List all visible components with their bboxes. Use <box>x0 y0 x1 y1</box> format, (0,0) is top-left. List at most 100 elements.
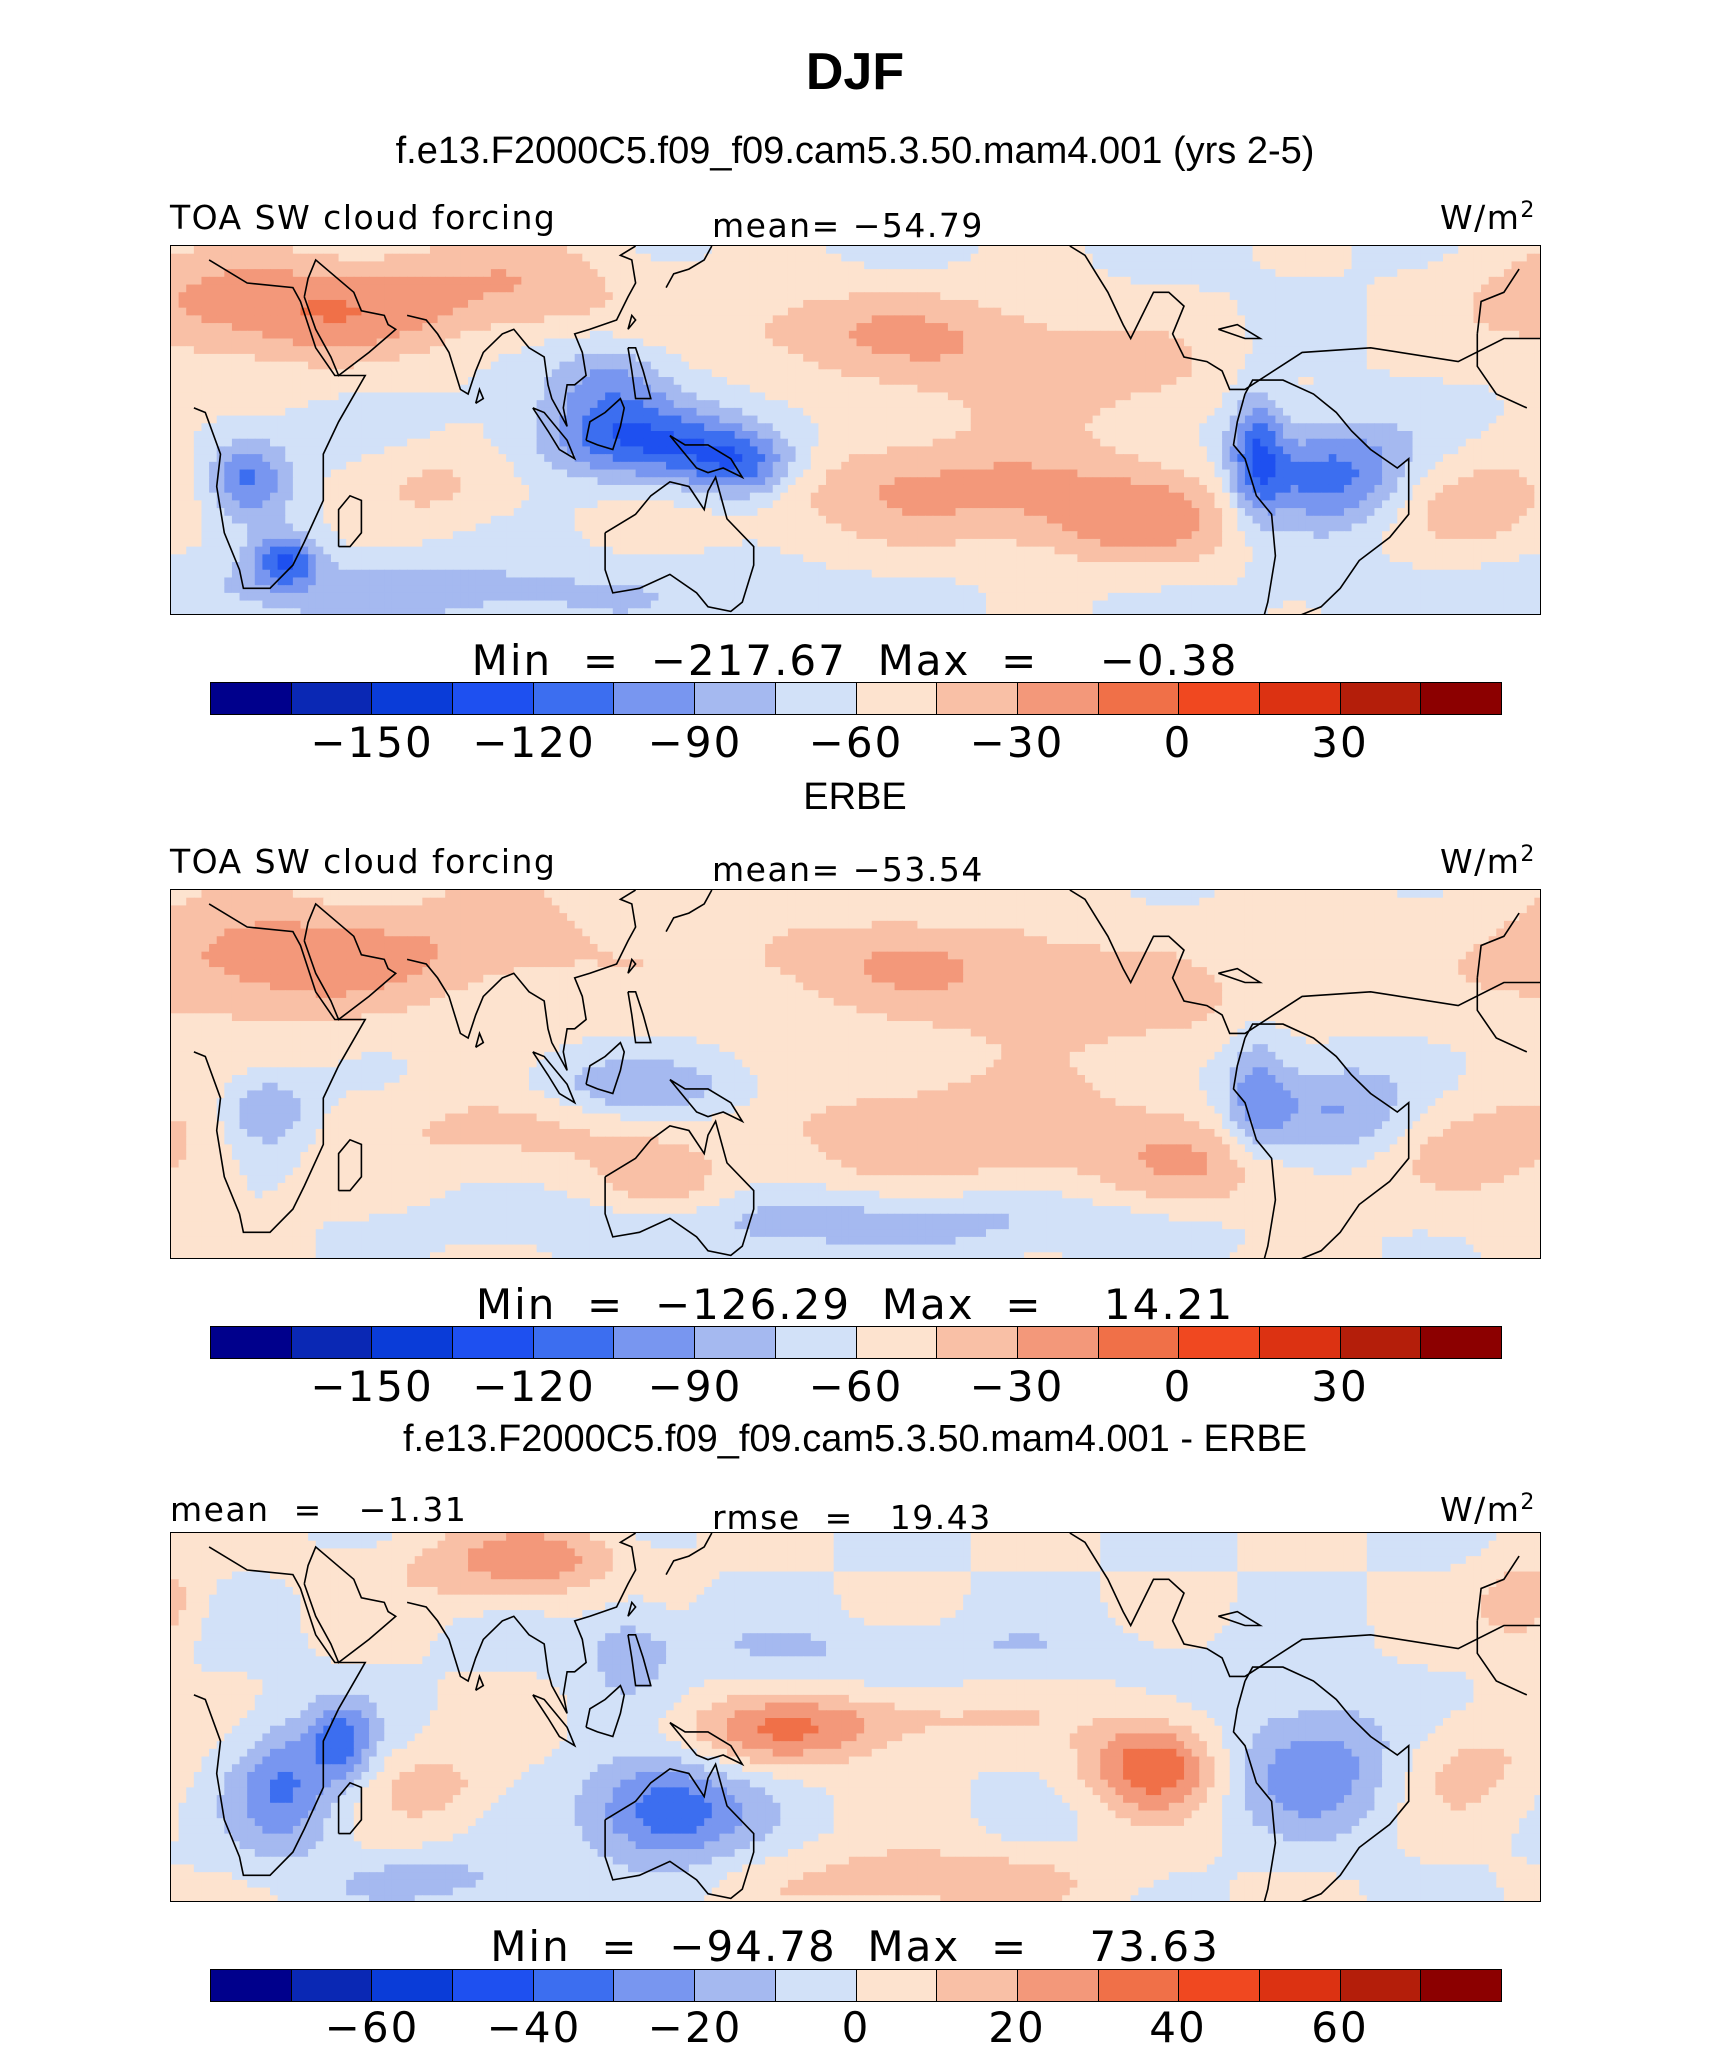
units-superscript: 2 <box>1520 1490 1536 1515</box>
coastline-africa <box>1476 977 1528 1053</box>
colorbar-swatch <box>1179 1970 1260 2001</box>
coastline-borneo <box>585 1684 626 1738</box>
coastline-africa <box>1476 333 1528 409</box>
coastline-madagascar <box>337 494 363 548</box>
colorbar-swatch <box>614 1970 696 2001</box>
coastline-samerica <box>1244 1666 1410 1901</box>
colorbar-swatch <box>695 1327 776 1358</box>
colorbar-tick-label: −30 <box>970 1362 1065 1411</box>
colorbar <box>210 682 1502 715</box>
coastline-srilanka <box>474 386 485 404</box>
colorbar <box>210 1326 1502 1359</box>
colorbar-swatch <box>856 1970 938 2001</box>
colorbar-swatch <box>1421 683 1501 714</box>
colorbar-swatch <box>533 683 615 714</box>
colorbar-tick-label: −90 <box>648 1362 743 1411</box>
map-field-cells <box>171 246 1540 614</box>
coastline-taiwan <box>627 1600 637 1617</box>
colorbar-swatch <box>1259 1970 1341 2001</box>
units-text: W/m <box>1440 1490 1520 1529</box>
colorbar-swatch <box>775 1327 857 1358</box>
panel-subtitle: ERBE <box>0 776 1710 819</box>
colorbar-tick-label: −60 <box>809 1362 904 1411</box>
coastline-africa <box>1476 1555 1520 1621</box>
colorbar-swatch <box>211 1327 292 1358</box>
coastline-arabia <box>303 1545 398 1664</box>
panel-subtitle: f.e13.F2000C5.f09_f09.cam5.3.50.mam4.001… <box>0 1418 1710 1461</box>
colorbar-tick-label: −120 <box>472 1362 595 1411</box>
colorbar-swatch <box>211 1970 292 2001</box>
colorbar-swatch <box>1017 683 1099 714</box>
coastline-taiwan <box>627 957 637 974</box>
colorbar-tick-label: 0 <box>842 2003 871 2052</box>
colorbar-swatch <box>937 1327 1018 1358</box>
panel-center-label: mean= −53.54 <box>712 850 984 889</box>
coastline-newguinea <box>669 1721 745 1767</box>
coastline-africa <box>193 903 367 1234</box>
coastline-australia <box>604 1762 755 1900</box>
coastline-newguinea <box>669 434 745 480</box>
coastline-africa <box>1476 268 1520 334</box>
coastline-japan <box>665 246 713 288</box>
colorbar-swatch <box>937 1970 1018 2001</box>
coastline-cuba <box>1218 1610 1264 1627</box>
min-max-label: Min = −94.78 Max = 73.63 <box>0 1922 1710 1971</box>
coastlines <box>193 1533 1540 1901</box>
colorbar-tick-label: −90 <box>648 718 743 767</box>
colorbar-swatch <box>856 1327 938 1358</box>
contour-map <box>170 1532 1541 1902</box>
colorbar-swatch <box>1098 683 1180 714</box>
colorbar-swatch <box>291 1970 373 2001</box>
map-field-cells <box>171 890 1540 1258</box>
colorbar-swatch <box>291 1327 373 1358</box>
colorbar-swatch <box>775 1970 857 2001</box>
coastline-samerica <box>1244 379 1410 614</box>
coastline-sumatra <box>532 1694 577 1748</box>
panel-center-label: rmse = 19.43 <box>712 1498 992 1537</box>
colorbar-swatch <box>1179 1327 1260 1358</box>
coastline-sumatra <box>532 1051 577 1105</box>
colorbar-tick-label: 0 <box>1164 1362 1193 1411</box>
colorbar-swatch <box>1340 1970 1422 2001</box>
colorbar-swatch <box>453 683 534 714</box>
coastline-srilanka <box>474 1030 485 1048</box>
colorbar-tick-label: 60 <box>1311 2003 1368 2052</box>
coastline-samerica <box>1244 1023 1410 1258</box>
colorbar-swatch <box>291 683 373 714</box>
coastline-cuba <box>1218 323 1264 340</box>
panel-center-label: mean= −54.79 <box>712 206 984 245</box>
colorbar-swatch <box>695 683 776 714</box>
colorbar-tick-label: −30 <box>970 718 1065 767</box>
panel-left-label: TOA SW cloud forcing <box>170 842 556 881</box>
colorbar-tick-label: −40 <box>487 2003 582 2052</box>
coastline-india <box>406 890 637 1071</box>
colorbar-tick-label: 30 <box>1311 718 1368 767</box>
coastline-samerica_w <box>1232 1037 1277 1258</box>
coastline-philippines <box>627 1634 652 1687</box>
colorbar <box>210 1969 1502 2002</box>
coastline-philippines <box>627 991 652 1044</box>
colorbar-tick-label: 30 <box>1311 1362 1368 1411</box>
coastline-india <box>406 1533 637 1714</box>
coastline-samerica_w <box>1232 393 1277 614</box>
colorbar-swatch <box>453 1970 534 2001</box>
coastlines <box>193 246 1540 614</box>
colorbar-swatch <box>1259 1327 1341 1358</box>
colorbar-tick-label: −120 <box>472 718 595 767</box>
coastline-philippines <box>627 347 652 400</box>
units-superscript: 2 <box>1520 198 1536 223</box>
colorbar-tick-label: −150 <box>310 1362 433 1411</box>
colorbar-tick-label: 40 <box>1149 2003 1206 2052</box>
coastlines <box>193 890 1540 1258</box>
colorbar-swatch <box>1340 683 1422 714</box>
colorbar-swatch <box>1259 683 1341 714</box>
colorbar-swatch <box>372 1970 454 2001</box>
colorbar-swatch <box>1421 1970 1501 2001</box>
colorbar-swatch <box>533 1327 615 1358</box>
colorbar-swatch <box>533 1970 615 2001</box>
coastline-samerica_w <box>1232 1680 1277 1901</box>
colorbar-swatch <box>614 683 696 714</box>
colorbar-tick-label: −60 <box>809 718 904 767</box>
coastline-madagascar <box>337 1781 363 1835</box>
coastline-borneo <box>585 1041 626 1095</box>
